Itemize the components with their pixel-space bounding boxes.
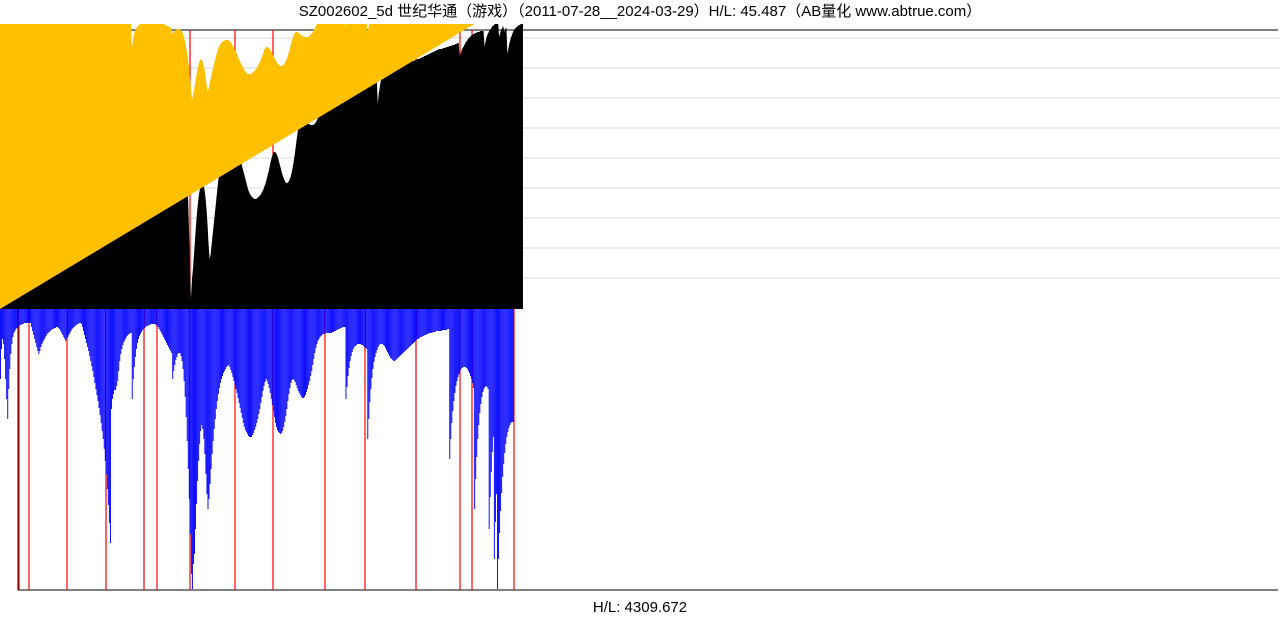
chart-footer: H/L: 4309.672 <box>0 596 1280 620</box>
stock-chart <box>0 24 1280 596</box>
chart-title: SZ002602_5d 世纪华通（游戏）（2011-07-28__2024-03… <box>0 0 1280 24</box>
